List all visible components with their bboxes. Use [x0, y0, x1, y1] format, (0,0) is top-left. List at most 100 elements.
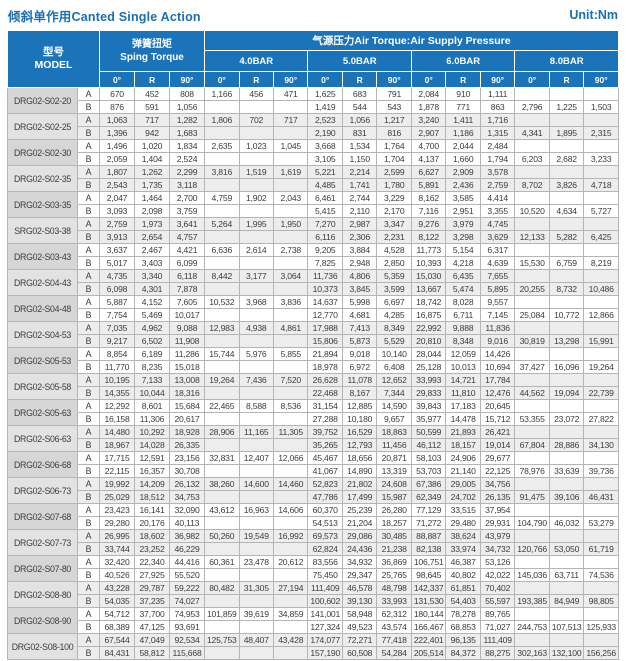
- data-cell: 26,995: [99, 529, 136, 543]
- data-cell: 28,886: [548, 438, 585, 452]
- data-cell: 92,534: [169, 633, 206, 647]
- data-cell: 46,387: [445, 555, 481, 569]
- data-cell: 21,893: [445, 425, 481, 439]
- pressure-header-8.0bar: 8.0BAR: [514, 50, 619, 72]
- data-cell: 11,305: [272, 425, 309, 439]
- data-cell: 34,732: [479, 542, 516, 556]
- data-cell: 60,508: [341, 646, 378, 660]
- row-label-cell: A: [76, 113, 101, 127]
- data-cell: [583, 633, 619, 647]
- data-cell: 6,759: [548, 256, 585, 270]
- data-cell: 145,036: [514, 568, 550, 582]
- data-cell: 33,515: [445, 503, 481, 517]
- row-label-cell: A: [76, 373, 101, 387]
- data-cell: 3,403: [134, 256, 171, 270]
- data-cell: 12,292: [99, 399, 136, 413]
- data-cell: [272, 360, 309, 374]
- data-cell: [514, 191, 550, 205]
- data-cell: [204, 646, 240, 660]
- data-cell: 33,974: [445, 542, 481, 556]
- data-cell: 9,557: [479, 295, 516, 309]
- data-cell: 35,977: [410, 412, 447, 426]
- table-row: DRG02-S02-20 A 670 452 808 1,166 456 471 1,625 68…: [7, 87, 619, 114]
- row-label-cell: A: [76, 269, 101, 283]
- data-cell: 11,306: [134, 412, 171, 426]
- data-cell: 2,231: [376, 230, 412, 244]
- data-cell: 43,612: [204, 503, 240, 517]
- row-label-cell: B: [76, 542, 101, 556]
- data-cell: 22,340: [134, 555, 171, 569]
- table-row: B 84,431 58,812 115,668 157,190 60,508 54,284 2…: [8, 646, 619, 660]
- data-cell: [238, 594, 275, 608]
- data-cell: [583, 477, 619, 491]
- data-cell: 11,078: [341, 373, 378, 387]
- data-cell: [272, 126, 309, 140]
- table-row: B 68,389 47,125 93,691 127,324 49,523 43,574 16…: [8, 620, 619, 634]
- data-cell: [548, 165, 585, 179]
- data-cell: 1,396: [99, 126, 136, 140]
- data-cell: 22,465: [204, 399, 240, 413]
- data-cell: 2,948: [341, 256, 378, 270]
- data-cell: 43,574: [376, 620, 412, 634]
- data-cell: 77,129: [410, 503, 447, 517]
- data-cell: 11,456: [376, 438, 412, 452]
- angle-header-row: 0° R 90° 0° R 90° 0° R 90° 0° R 90° 0° R 90°: [8, 71, 619, 88]
- data-cell: [204, 464, 240, 478]
- data-cell: 4,861: [272, 321, 309, 335]
- data-cell: 7,133: [134, 373, 171, 387]
- data-cell: 1,056: [341, 113, 378, 127]
- data-cell: [548, 295, 585, 309]
- data-cell: 54,284: [376, 646, 412, 660]
- data-cell: 22,125: [479, 464, 516, 478]
- data-cell: 46,578: [341, 581, 378, 595]
- data-cell: 39,130: [341, 594, 378, 608]
- data-cell: 10,520: [514, 204, 550, 218]
- data-cell: 1,186: [445, 126, 481, 140]
- data-cell: 29,480: [445, 516, 481, 530]
- data-cell: [548, 347, 585, 361]
- data-cell: 88,275: [479, 646, 516, 660]
- data-cell: 2,987: [341, 217, 378, 231]
- data-cell: 74,953: [169, 607, 206, 621]
- data-cell: 1,419: [307, 100, 343, 114]
- data-cell: 2,467: [134, 243, 171, 257]
- data-cell: 6,408: [376, 360, 412, 374]
- data-cell: 71,272: [410, 516, 447, 530]
- data-cell: 4,759: [204, 191, 240, 205]
- data-cell: 31,154: [307, 399, 343, 413]
- data-cell: 5,727: [583, 204, 619, 218]
- model-cell: SRG02-S03-38: [7, 217, 78, 244]
- data-cell: 6,099: [169, 256, 206, 270]
- data-cell: 3,629: [479, 230, 516, 244]
- data-cell: 15,018: [169, 360, 206, 374]
- data-cell: [514, 633, 550, 647]
- data-cell: [272, 386, 309, 400]
- data-cell: 7,116: [410, 204, 447, 218]
- row-label-cell: B: [76, 152, 101, 166]
- row-label-cell: A: [76, 503, 101, 517]
- data-cell: 15,991: [583, 334, 619, 348]
- data-cell: 205,514: [410, 646, 447, 660]
- data-cell: 30,485: [376, 529, 412, 543]
- data-cell: 1,464: [134, 191, 171, 205]
- data-cell: 10,393: [410, 256, 447, 270]
- data-cell: 1,995: [238, 217, 275, 231]
- data-cell: 48,407: [238, 633, 275, 647]
- data-cell: 15,987: [376, 490, 412, 504]
- data-cell: 30,819: [514, 334, 550, 348]
- data-cell: 9,217: [99, 334, 136, 348]
- data-cell: 27,194: [272, 581, 309, 595]
- row-label-cell: B: [76, 204, 101, 218]
- data-cell: 543: [376, 100, 412, 114]
- data-cell: 6,317: [479, 243, 516, 257]
- data-cell: 8,348: [445, 334, 481, 348]
- data-cell: 3,884: [341, 243, 378, 257]
- data-cell: 14,478: [445, 412, 481, 426]
- data-cell: 131,530: [410, 594, 447, 608]
- row-label-cell: B: [76, 490, 101, 504]
- angle-header-0deg: 0°: [99, 71, 136, 88]
- data-cell: 61,719: [583, 542, 619, 556]
- data-cell: 12,407: [238, 451, 275, 465]
- model-cell: DRG02-S05-58: [7, 373, 78, 400]
- data-cell: 14,426: [479, 347, 516, 361]
